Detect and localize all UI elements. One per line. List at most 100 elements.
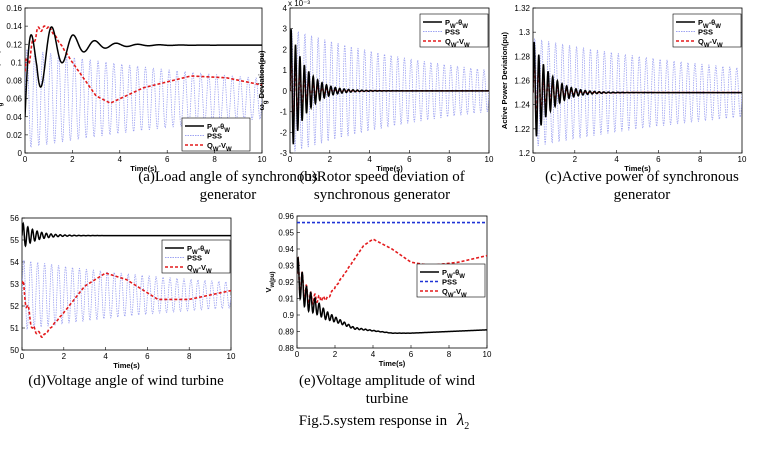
chart-b-ylabel: ωg Deviation(pu) xyxy=(257,50,269,111)
chart-b-ytick-label-1: -2 xyxy=(280,128,288,137)
chart-e-series-0 xyxy=(297,256,487,335)
chart-a-ytick-label-2: 0.04 xyxy=(6,113,22,122)
chart-a-ytick-label-1: 0.02 xyxy=(6,131,22,140)
chart-d-ytick-label-1: 51 xyxy=(10,324,19,333)
chart-b-xtick-label-2: 4 xyxy=(367,155,372,164)
chart-a-legend-label-0: PW-θW xyxy=(207,122,230,134)
chart-d-series-0 xyxy=(22,221,231,248)
chart-a-series-0 xyxy=(25,26,262,117)
chart-e-xtick-label-4: 8 xyxy=(447,350,452,359)
chart-d-xtick-label-2: 4 xyxy=(103,352,108,361)
chart-d-xlabel: Time(s) xyxy=(113,361,140,370)
chart-b-series-0 xyxy=(290,29,489,145)
chart-d-ytick-label-5: 55 xyxy=(10,236,19,245)
chart-c-xtick-label-0: 0 xyxy=(531,155,536,164)
caption-a-line2: generator xyxy=(199,187,257,203)
chart-a-xtick-label-4: 8 xyxy=(212,155,217,164)
chart-d-xtick-label-5: 10 xyxy=(227,352,236,361)
chart-b-legend-label-1: PSS xyxy=(445,28,460,37)
chart-e-xtick-label-3: 6 xyxy=(409,350,414,359)
chart-a-xtick-label-0: 0 xyxy=(23,155,28,164)
chart-c-legend-label-2: QW-VW xyxy=(698,37,723,49)
chart-c-xtick-label-3: 6 xyxy=(656,155,661,164)
chart-a-xtick-label-5: 10 xyxy=(258,155,267,164)
chart-b-xtick-label-4: 8 xyxy=(447,155,452,164)
chart-a-ytick-label-0: 0 xyxy=(18,149,23,158)
chart-a-ytick-label-3: 0.06 xyxy=(6,95,22,104)
chart-d-xtick-label-3: 6 xyxy=(145,352,150,361)
chart-a-legend-label-1: PSS xyxy=(207,132,222,141)
chart-b-xtick-label-0: 0 xyxy=(288,155,293,164)
chart-d-legend-label-0: PW-θW xyxy=(187,244,210,256)
chart-e-ytick-label-5: 0.93 xyxy=(278,262,294,271)
chart-e-ytick-label-3: 0.91 xyxy=(278,295,294,304)
chart-c-xtick-label-5: 10 xyxy=(738,155,747,164)
caption-e: (e)Voltage amplitude of wind turbine xyxy=(277,372,497,408)
chart-c-ytick-label-3: 1.26 xyxy=(514,77,530,86)
chart-b-xlabel: Time(s) xyxy=(376,164,403,173)
chart-c-xtick-label-2: 4 xyxy=(614,155,619,164)
chart-d-ytick-label-6: 56 xyxy=(10,214,19,223)
chart-c-ytick-label-5: 1.3 xyxy=(519,28,531,37)
caption-b: (b)Rotor speed deviation of synchronous … xyxy=(272,168,492,204)
chart-b-legend-box xyxy=(419,13,489,48)
chart-b-ytick-label-7: 4 xyxy=(283,4,288,13)
chart-d-ytick-label-4: 54 xyxy=(10,258,19,267)
chart-c-ylabel: Active Power Deviation(pu) xyxy=(500,31,509,129)
chart-a-ylabel: δg Deviation(rad) xyxy=(0,50,4,111)
chart-e-ytick-label-4: 0.92 xyxy=(278,278,294,287)
caption-a-line1: (a)Load angle of synchronous xyxy=(138,169,318,185)
chart-b-ytick-exponent: x 10⁻³ xyxy=(288,0,310,8)
chart-c-xtick-label-4: 8 xyxy=(698,155,703,164)
chart-a-xtick-label-1: 2 xyxy=(70,155,75,164)
chart-b-ytick-label-5: 2 xyxy=(283,45,288,54)
chart-c-series-0 xyxy=(533,41,742,137)
chart-e-ytick-label-0: 0.88 xyxy=(278,344,294,353)
chart-e-xlabel: Time(s) xyxy=(379,359,406,368)
chart-b-xtick-label-3: 6 xyxy=(407,155,412,164)
chart-d-ytick-label-0: 50 xyxy=(10,346,19,355)
chart-c-ytick-label-2: 1.24 xyxy=(514,101,530,110)
chart-d-series-1 xyxy=(22,259,231,330)
chart-e-xtick-label-0: 0 xyxy=(295,350,300,359)
chart-a-series-2 xyxy=(25,25,262,105)
chart-e-ytick-label-1: 0.89 xyxy=(278,328,294,337)
chart-a-series-1 xyxy=(25,48,262,148)
chart-e-ytick-label-7: 0.95 xyxy=(278,229,294,238)
caption-d-line1: (d)Voltage angle of wind turbine xyxy=(28,373,224,389)
figure-caption: Fig.5.system response in λ2 xyxy=(0,410,768,432)
chart-d-ytick-label-2: 52 xyxy=(10,302,19,311)
chart-b-xtick-label-1: 2 xyxy=(328,155,333,164)
chart-e-ytick-label-2: 0.9 xyxy=(283,311,295,320)
caption-c-line2: generator xyxy=(613,187,671,203)
caption-d: (d)Voltage angle of wind turbine xyxy=(0,372,252,390)
figure-caption-subscript: 2 xyxy=(464,421,470,432)
chart-d-legend-label-2: QW-VW xyxy=(187,263,212,275)
chart-a-xtick-label-3: 6 xyxy=(165,155,170,164)
chart-b-legend-label-2: QW-VW xyxy=(445,37,470,49)
caption-e-line2: turbine xyxy=(365,391,409,407)
chart-e-legend-label-2: QW-VW xyxy=(442,287,467,299)
chart-c-xlabel: Time(s) xyxy=(624,164,651,173)
chart-c-ytick-label-6: 1.32 xyxy=(514,4,530,13)
figure-caption-text: Fig.5.system response in xyxy=(298,413,448,429)
caption-c-line1: (c)Active power of synchronous xyxy=(545,169,739,185)
caption-b-line2: synchronous generator xyxy=(313,187,451,203)
chart-e-ytick-label-8: 0.96 xyxy=(278,212,294,221)
chart-b-ytick-label-2: -1 xyxy=(280,108,288,117)
chart-d-legend-label-1: PSS xyxy=(187,254,202,263)
chart-d-xtick-label-4: 8 xyxy=(187,352,192,361)
chart-b-xtick-label-5: 10 xyxy=(485,155,494,164)
chart-b-ytick-label-0: -3 xyxy=(280,149,288,158)
chart-a-xtick-label-2: 4 xyxy=(118,155,123,164)
chart-a-ytick-label-5: 0.1 xyxy=(11,58,23,67)
chart-e-ytick-label-6: 0.94 xyxy=(278,245,294,254)
